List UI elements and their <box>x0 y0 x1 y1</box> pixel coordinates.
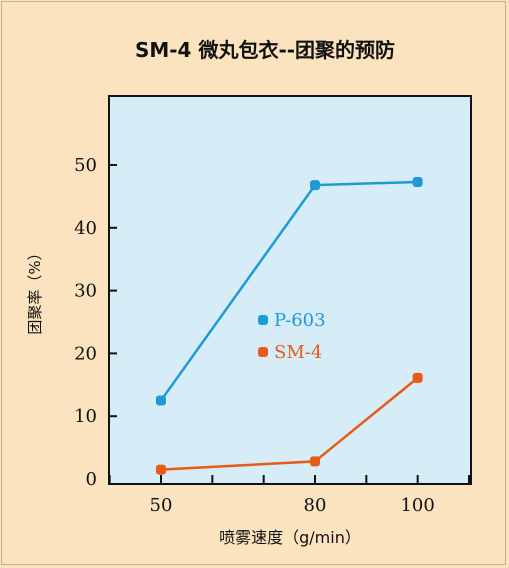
x-tick-label-50: 50 <box>150 495 173 516</box>
y-tick-label-40: 40 <box>74 218 97 239</box>
y-axis-label: 团聚率（%） <box>26 245 44 334</box>
series-layer <box>156 176 423 475</box>
legend: P-603 SM-4 <box>258 310 326 363</box>
legend-label-P-603: P-603 <box>274 310 326 331</box>
x-tick-label-100: 100 <box>400 495 434 516</box>
data-point-P-603-80 <box>310 180 320 191</box>
x-axis: 50 80 100 <box>108 475 470 516</box>
legend-marker-SM-4 <box>258 347 268 357</box>
y-tick-label-10: 10 <box>74 406 97 427</box>
plot-area <box>108 95 472 485</box>
x-axis-label: 喷雾速度（g/min） <box>219 528 361 547</box>
y-tick-label-30: 30 <box>74 281 97 302</box>
data-point-SM-4-100 <box>412 372 423 383</box>
chart-title: SM-4 微丸包衣--团聚的预防 <box>135 38 395 62</box>
data-point-SM-4-50 <box>156 464 166 475</box>
y-tick-label-0: 0 <box>86 469 97 490</box>
data-point-SM-4-80 <box>310 456 320 467</box>
y-tick-label-20: 20 <box>74 343 97 364</box>
y-axis: 0 10 20 30 40 50 <box>74 155 117 490</box>
y-tick-label-50: 50 <box>74 155 97 176</box>
legend-label-SM-4: SM-4 <box>274 342 322 363</box>
data-point-P-603-100 <box>412 176 423 187</box>
legend-marker-P-603 <box>258 315 268 325</box>
x-tick-label-80: 80 <box>304 495 327 516</box>
data-point-P-603-50 <box>156 395 166 406</box>
